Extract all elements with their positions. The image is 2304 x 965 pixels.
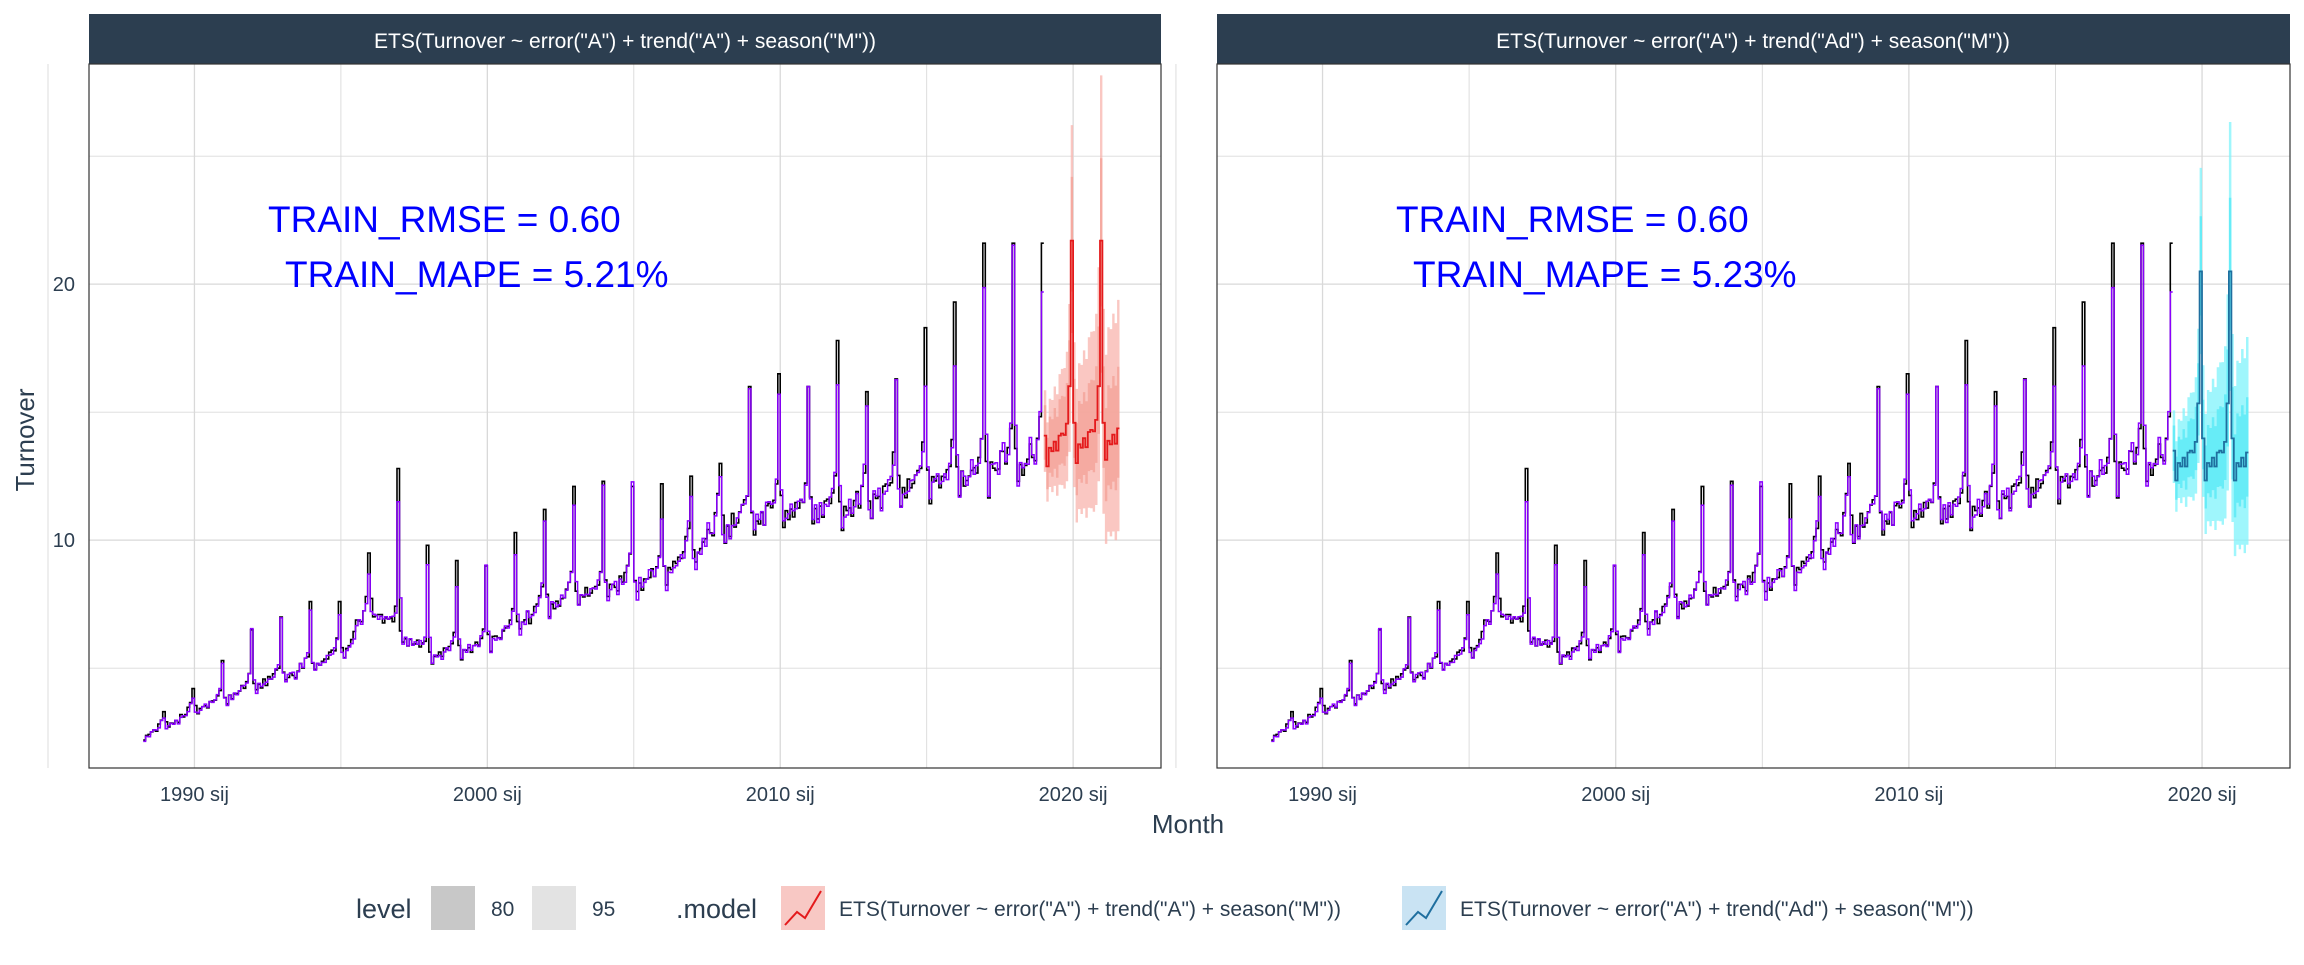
facet-panel-a: ETS(Turnover ~ error("A") + trend("A") +… [47, 14, 1162, 806]
legend-model-a-line [784, 890, 822, 926]
x-axis-ad: 1990 sij 2000 sij 2010 sij 2020 sij [1288, 784, 2236, 806]
legend-level-title: level [356, 894, 412, 924]
x-tick-label: 2020 sij [1039, 784, 1108, 806]
forecast-mean-line [1043, 239, 1120, 468]
x-tick-label: 1990 sij [160, 784, 229, 806]
forecast-bands-ad [2172, 122, 2249, 557]
legend-model-title: .model [676, 894, 757, 924]
facet-strip-label-a: ETS(Turnover ~ error("A") + trend("A") +… [374, 30, 876, 53]
fitted-series-line [143, 244, 1044, 743]
legend-level-95-key [532, 886, 576, 930]
grid-lines-a [47, 64, 1161, 768]
x-tick-label: 1990 sij [1288, 784, 1357, 806]
legend-level-80-label: 80 [491, 898, 514, 921]
x-tick-label: 2020 sij [2168, 784, 2237, 806]
legend-model-ad-label: ETS(Turnover ~ error("A") + trend("Ad") … [1460, 898, 1974, 921]
x-tick-label: 2000 sij [1581, 784, 1650, 806]
x-tick-label: 2010 sij [1874, 784, 1943, 806]
series-lines-a [143, 239, 1120, 743]
series-lines-ad [1271, 242, 2249, 743]
plot-area-ad: TRAIN_RMSE = 0.60 TRAIN_MAPE = 5.23% [1175, 63, 2291, 769]
panel-border-ad [1216, 63, 2291, 769]
x-tick-label: 2010 sij [746, 784, 815, 806]
y-axis: 10 20 [53, 274, 75, 552]
metric-mape-ad: TRAIN_MAPE = 5.23% [1413, 254, 1797, 295]
panel-border-a [88, 63, 1162, 769]
legend-level-80-key [431, 886, 475, 930]
facet-strip-a [89, 14, 1161, 64]
facet-strip-ad [1217, 14, 2290, 64]
forecast-mean-line [2172, 270, 2249, 482]
plot-area-a: TRAIN_RMSE = 0.60 TRAIN_MAPE = 5.21% [47, 63, 1162, 769]
metric-rmse-a: TRAIN_RMSE = 0.60 [268, 199, 621, 240]
facet-panel-ad: ETS(Turnover ~ error("A") + trend("Ad") … [1175, 14, 2291, 806]
facet-strip-label-ad: ETS(Turnover ~ error("A") + trend("Ad") … [1496, 30, 2010, 53]
metric-rmse-ad: TRAIN_RMSE = 0.60 [1396, 199, 1749, 240]
x-axis-a: 1990 sij 2000 sij 2010 sij 2020 sij [160, 784, 1108, 806]
fitted-series-line [1271, 244, 2173, 743]
grid-lines-ad [1175, 64, 2290, 768]
y-tick-label: 10 [53, 530, 75, 552]
legend: level 80 95 .model ETS(Turnover ~ error(… [356, 886, 1974, 930]
y-tick-label: 20 [53, 274, 75, 296]
legend-model-ad-line [1405, 890, 1443, 926]
x-axis-title: Month [1152, 809, 1224, 839]
legend-model-a-label: ETS(Turnover ~ error("A") + trend("A") +… [839, 898, 1341, 921]
legend-level-95-label: 95 [592, 898, 615, 921]
forecast-bands-a [1043, 75, 1120, 544]
metric-mape-a: TRAIN_MAPE = 5.21% [285, 254, 669, 295]
y-axis-title: Turnover [10, 388, 40, 491]
x-tick-label: 2000 sij [453, 784, 522, 806]
